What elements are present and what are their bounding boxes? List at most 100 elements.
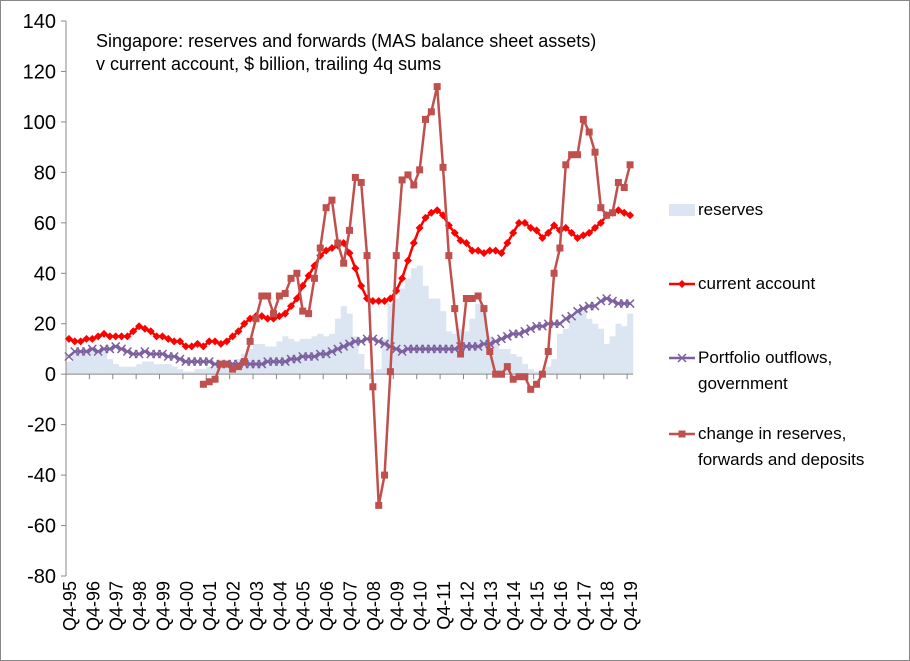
point xyxy=(497,370,505,378)
point xyxy=(381,471,389,479)
point xyxy=(597,204,605,212)
point xyxy=(117,344,127,354)
point xyxy=(421,213,430,222)
legend-label: current account xyxy=(698,274,816,293)
point xyxy=(93,346,103,357)
point xyxy=(211,337,220,346)
point xyxy=(322,246,331,255)
bar xyxy=(445,331,453,375)
bar xyxy=(521,364,529,375)
point xyxy=(579,115,587,123)
point xyxy=(193,339,202,348)
point xyxy=(585,228,594,237)
y-tick-label: -20 xyxy=(27,415,56,437)
point xyxy=(491,336,501,346)
bar xyxy=(270,346,277,375)
point xyxy=(503,239,512,247)
point xyxy=(87,344,97,354)
legend-label: Portfolio outflows, government xyxy=(698,348,833,393)
legend-label: reserves xyxy=(698,200,764,219)
point xyxy=(538,233,547,242)
point xyxy=(280,357,290,367)
bar xyxy=(124,366,131,375)
x-tick-label: Q4-01 xyxy=(200,581,220,631)
point xyxy=(457,350,465,358)
point xyxy=(497,249,506,258)
bar xyxy=(130,366,137,375)
bar xyxy=(194,369,201,375)
y-tick-label: -80 xyxy=(27,566,56,588)
point xyxy=(234,363,242,371)
point xyxy=(299,307,307,315)
point xyxy=(486,347,494,355)
y-tick-label: -60 xyxy=(27,516,56,538)
point xyxy=(591,223,600,232)
point xyxy=(550,269,558,277)
point xyxy=(433,206,442,215)
x-tick-label: Q4-99 xyxy=(153,581,173,631)
x-tick-label: Q4-19 xyxy=(621,581,641,631)
point xyxy=(526,223,535,232)
point xyxy=(391,344,401,354)
bar xyxy=(597,328,605,375)
chart-title: Singapore: reserves and forwards (MAS ba… xyxy=(96,31,596,51)
point xyxy=(496,334,507,344)
x-tick-label: Q4-02 xyxy=(224,581,244,631)
point xyxy=(345,249,354,258)
point xyxy=(374,297,383,306)
point xyxy=(146,327,155,336)
point xyxy=(158,332,167,341)
y-tick-label: 0 xyxy=(45,364,56,386)
point xyxy=(397,346,407,357)
point xyxy=(334,239,342,247)
point xyxy=(538,370,546,378)
point xyxy=(614,178,622,186)
point xyxy=(398,176,406,184)
point xyxy=(427,208,436,217)
point xyxy=(585,128,593,136)
x-tick-label: Q4-18 xyxy=(598,581,618,631)
x-tick-label: Q4-14 xyxy=(504,581,524,631)
point xyxy=(351,173,359,181)
point xyxy=(380,297,389,306)
bar xyxy=(381,338,388,375)
point xyxy=(625,299,635,309)
point xyxy=(479,249,488,258)
point xyxy=(567,228,576,237)
bar xyxy=(364,369,371,375)
bar xyxy=(440,311,447,375)
x-tick-label: Q4-03 xyxy=(247,581,267,631)
point xyxy=(328,196,336,204)
point xyxy=(170,337,179,346)
point xyxy=(620,184,628,191)
point xyxy=(222,337,231,346)
point xyxy=(327,346,337,357)
y-tick-label: 100 xyxy=(23,112,56,134)
point xyxy=(439,163,447,171)
point xyxy=(129,327,138,336)
bar xyxy=(153,364,160,375)
point xyxy=(375,501,383,509)
bar xyxy=(492,343,499,375)
bar xyxy=(557,333,564,375)
point xyxy=(503,363,511,371)
point xyxy=(527,385,535,393)
point xyxy=(608,296,618,306)
bar xyxy=(627,313,634,375)
bar xyxy=(545,366,552,375)
bar xyxy=(399,288,406,375)
point xyxy=(596,296,606,306)
point xyxy=(105,332,114,341)
point xyxy=(64,334,73,343)
point xyxy=(561,314,571,324)
bar xyxy=(393,298,400,375)
point xyxy=(305,310,313,318)
point xyxy=(415,223,424,232)
point xyxy=(462,295,470,302)
point xyxy=(82,334,91,343)
point xyxy=(257,359,267,369)
x-tick-label: Q4-09 xyxy=(387,581,407,631)
point xyxy=(485,246,494,255)
point xyxy=(123,332,132,341)
x-tick-label: Q4-15 xyxy=(528,581,548,631)
